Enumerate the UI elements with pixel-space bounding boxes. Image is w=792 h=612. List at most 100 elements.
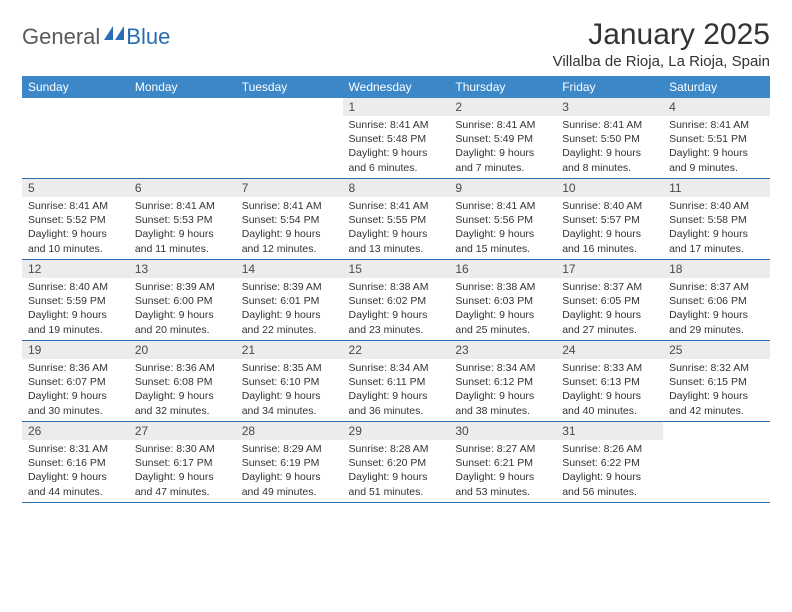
day-data: Sunrise: 8:29 AMSunset: 6:19 PMDaylight:… (236, 440, 343, 502)
calendar-day-cell: 30Sunrise: 8:27 AMSunset: 6:21 PMDayligh… (449, 422, 556, 503)
day-number: 20 (129, 341, 236, 359)
weekday-header: Sunday (22, 76, 129, 98)
day-number: 15 (343, 260, 450, 278)
logo: General Blue (22, 24, 170, 50)
calendar-day-cell: 11Sunrise: 8:40 AMSunset: 5:58 PMDayligh… (663, 179, 770, 260)
day-data: Sunrise: 8:33 AMSunset: 6:13 PMDaylight:… (556, 359, 663, 421)
calendar-day-cell: 9Sunrise: 8:41 AMSunset: 5:56 PMDaylight… (449, 179, 556, 260)
day-data: Sunrise: 8:32 AMSunset: 6:15 PMDaylight:… (663, 359, 770, 421)
day-number: 14 (236, 260, 343, 278)
calendar-day-cell: 21Sunrise: 8:35 AMSunset: 6:10 PMDayligh… (236, 341, 343, 422)
day-number (22, 98, 129, 116)
day-number: 21 (236, 341, 343, 359)
calendar-day-cell (663, 422, 770, 503)
day-data: Sunrise: 8:31 AMSunset: 6:16 PMDaylight:… (22, 440, 129, 502)
calendar-day-cell: 10Sunrise: 8:40 AMSunset: 5:57 PMDayligh… (556, 179, 663, 260)
day-data: Sunrise: 8:36 AMSunset: 6:07 PMDaylight:… (22, 359, 129, 421)
weekday-header: Tuesday (236, 76, 343, 98)
calendar-day-cell: 1Sunrise: 8:41 AMSunset: 5:48 PMDaylight… (343, 98, 450, 179)
day-data: Sunrise: 8:41 AMSunset: 5:54 PMDaylight:… (236, 197, 343, 259)
day-data: Sunrise: 8:41 AMSunset: 5:51 PMDaylight:… (663, 116, 770, 178)
weekday-header: Thursday (449, 76, 556, 98)
calendar-day-cell: 20Sunrise: 8:36 AMSunset: 6:08 PMDayligh… (129, 341, 236, 422)
calendar-day-cell: 16Sunrise: 8:38 AMSunset: 6:03 PMDayligh… (449, 260, 556, 341)
day-data: Sunrise: 8:41 AMSunset: 5:49 PMDaylight:… (449, 116, 556, 178)
day-data: Sunrise: 8:38 AMSunset: 6:02 PMDaylight:… (343, 278, 450, 340)
day-number: 13 (129, 260, 236, 278)
day-number: 5 (22, 179, 129, 197)
calendar-day-cell: 31Sunrise: 8:26 AMSunset: 6:22 PMDayligh… (556, 422, 663, 503)
day-number: 26 (22, 422, 129, 440)
day-data: Sunrise: 8:40 AMSunset: 5:58 PMDaylight:… (663, 197, 770, 259)
day-data: Sunrise: 8:39 AMSunset: 6:01 PMDaylight:… (236, 278, 343, 340)
page-title: January 2025 (553, 18, 770, 51)
day-number: 11 (663, 179, 770, 197)
day-data: Sunrise: 8:38 AMSunset: 6:03 PMDaylight:… (449, 278, 556, 340)
calendar-day-cell: 29Sunrise: 8:28 AMSunset: 6:20 PMDayligh… (343, 422, 450, 503)
day-number: 25 (663, 341, 770, 359)
day-number: 30 (449, 422, 556, 440)
calendar-day-cell: 25Sunrise: 8:32 AMSunset: 6:15 PMDayligh… (663, 341, 770, 422)
day-number: 10 (556, 179, 663, 197)
day-data: Sunrise: 8:41 AMSunset: 5:52 PMDaylight:… (22, 197, 129, 259)
day-data: Sunrise: 8:27 AMSunset: 6:21 PMDaylight:… (449, 440, 556, 502)
weekday-header: Monday (129, 76, 236, 98)
day-number: 22 (343, 341, 450, 359)
calendar-day-cell: 28Sunrise: 8:29 AMSunset: 6:19 PMDayligh… (236, 422, 343, 503)
day-number: 12 (22, 260, 129, 278)
calendar-day-cell: 5Sunrise: 8:41 AMSunset: 5:52 PMDaylight… (22, 179, 129, 260)
calendar-day-cell: 8Sunrise: 8:41 AMSunset: 5:55 PMDaylight… (343, 179, 450, 260)
day-number: 31 (556, 422, 663, 440)
calendar-day-cell: 24Sunrise: 8:33 AMSunset: 6:13 PMDayligh… (556, 341, 663, 422)
logo-sail-icon (104, 26, 124, 40)
day-number: 3 (556, 98, 663, 116)
day-number: 6 (129, 179, 236, 197)
day-data: Sunrise: 8:35 AMSunset: 6:10 PMDaylight:… (236, 359, 343, 421)
logo-text-general: General (22, 24, 100, 50)
calendar-week-row: 26Sunrise: 8:31 AMSunset: 6:16 PMDayligh… (22, 422, 770, 503)
day-number: 17 (556, 260, 663, 278)
weekday-header-row: Sunday Monday Tuesday Wednesday Thursday… (22, 76, 770, 98)
calendar-day-cell: 19Sunrise: 8:36 AMSunset: 6:07 PMDayligh… (22, 341, 129, 422)
calendar-day-cell: 3Sunrise: 8:41 AMSunset: 5:50 PMDaylight… (556, 98, 663, 179)
day-number: 1 (343, 98, 450, 116)
day-number: 28 (236, 422, 343, 440)
day-data: Sunrise: 8:41 AMSunset: 5:48 PMDaylight:… (343, 116, 450, 178)
day-data: Sunrise: 8:37 AMSunset: 6:06 PMDaylight:… (663, 278, 770, 340)
day-number: 19 (22, 341, 129, 359)
day-data: Sunrise: 8:37 AMSunset: 6:05 PMDaylight:… (556, 278, 663, 340)
calendar-day-cell: 17Sunrise: 8:37 AMSunset: 6:05 PMDayligh… (556, 260, 663, 341)
weekday-header: Wednesday (343, 76, 450, 98)
day-data (663, 440, 770, 502)
calendar-day-cell: 22Sunrise: 8:34 AMSunset: 6:11 PMDayligh… (343, 341, 450, 422)
calendar-day-cell (236, 98, 343, 179)
calendar-day-cell: 23Sunrise: 8:34 AMSunset: 6:12 PMDayligh… (449, 341, 556, 422)
day-number: 23 (449, 341, 556, 359)
day-data: Sunrise: 8:34 AMSunset: 6:12 PMDaylight:… (449, 359, 556, 421)
calendar-day-cell: 13Sunrise: 8:39 AMSunset: 6:00 PMDayligh… (129, 260, 236, 341)
logo-text-blue: Blue (126, 24, 170, 50)
day-number: 7 (236, 179, 343, 197)
header: General Blue January 2025 Villalba de Ri… (22, 18, 770, 70)
weekday-header: Saturday (663, 76, 770, 98)
day-data: Sunrise: 8:41 AMSunset: 5:50 PMDaylight:… (556, 116, 663, 178)
calendar-day-cell: 4Sunrise: 8:41 AMSunset: 5:51 PMDaylight… (663, 98, 770, 179)
day-number: 9 (449, 179, 556, 197)
calendar-day-cell: 2Sunrise: 8:41 AMSunset: 5:49 PMDaylight… (449, 98, 556, 179)
day-number: 2 (449, 98, 556, 116)
day-number (129, 98, 236, 116)
calendar-week-row: 12Sunrise: 8:40 AMSunset: 5:59 PMDayligh… (22, 260, 770, 341)
day-data: Sunrise: 8:36 AMSunset: 6:08 PMDaylight:… (129, 359, 236, 421)
calendar-week-row: 19Sunrise: 8:36 AMSunset: 6:07 PMDayligh… (22, 341, 770, 422)
calendar-week-row: 1Sunrise: 8:41 AMSunset: 5:48 PMDaylight… (22, 98, 770, 179)
calendar-day-cell: 14Sunrise: 8:39 AMSunset: 6:01 PMDayligh… (236, 260, 343, 341)
day-data: Sunrise: 8:26 AMSunset: 6:22 PMDaylight:… (556, 440, 663, 502)
title-block: January 2025 Villalba de Rioja, La Rioja… (553, 18, 770, 70)
calendar-day-cell: 26Sunrise: 8:31 AMSunset: 6:16 PMDayligh… (22, 422, 129, 503)
day-data: Sunrise: 8:28 AMSunset: 6:20 PMDaylight:… (343, 440, 450, 502)
calendar-week-row: 5Sunrise: 8:41 AMSunset: 5:52 PMDaylight… (22, 179, 770, 260)
day-data: Sunrise: 8:41 AMSunset: 5:55 PMDaylight:… (343, 197, 450, 259)
calendar-day-cell: 12Sunrise: 8:40 AMSunset: 5:59 PMDayligh… (22, 260, 129, 341)
calendar-day-cell: 7Sunrise: 8:41 AMSunset: 5:54 PMDaylight… (236, 179, 343, 260)
calendar-day-cell: 15Sunrise: 8:38 AMSunset: 6:02 PMDayligh… (343, 260, 450, 341)
